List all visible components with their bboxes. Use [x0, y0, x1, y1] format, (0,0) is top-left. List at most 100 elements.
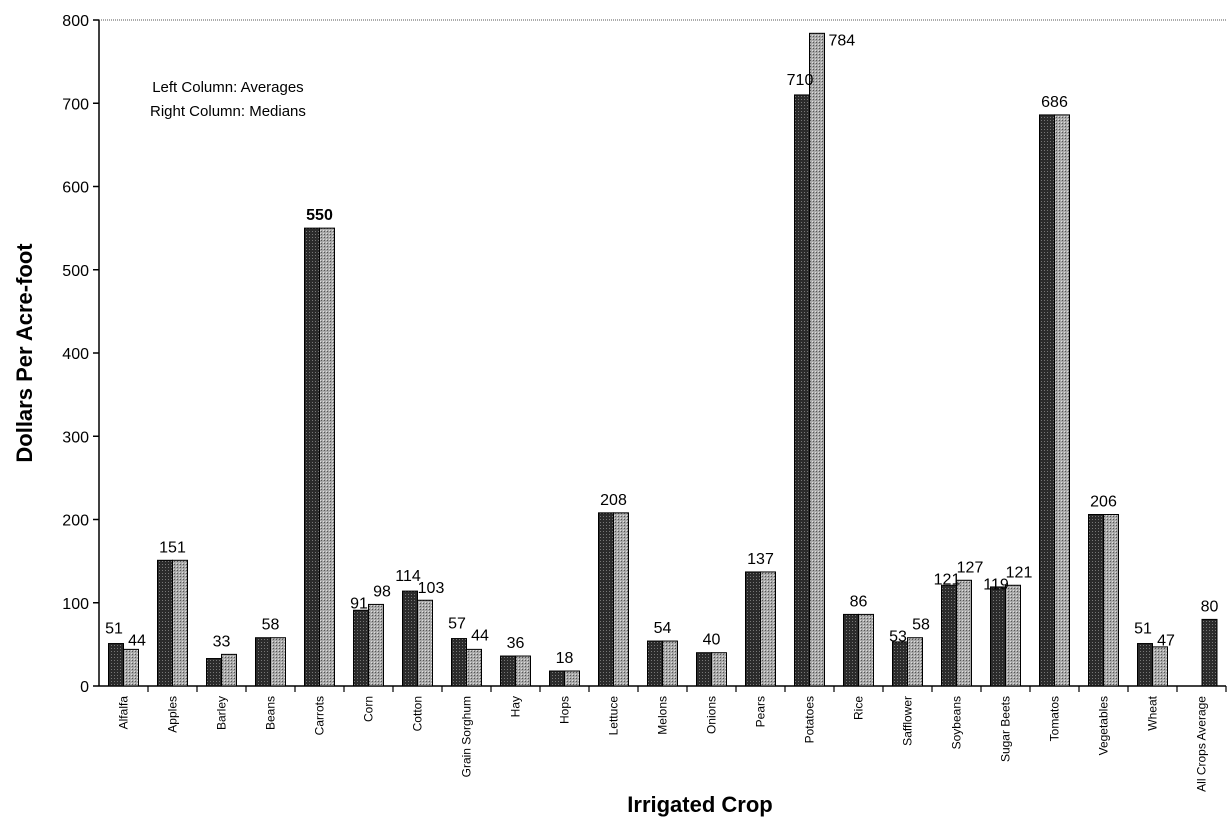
bar-median [809, 32, 825, 687]
data-label: 550 [306, 207, 333, 224]
category-label: Pears [754, 696, 768, 727]
category-label: Hops [558, 696, 572, 724]
category-label: Alfalfa [117, 696, 131, 730]
bar-median [123, 648, 139, 687]
data-label-median: 121 [1006, 564, 1033, 581]
data-label: 86 [850, 593, 868, 610]
data-label-median: 127 [957, 559, 984, 576]
bar-average [696, 652, 712, 687]
data-label-median: 784 [829, 32, 856, 49]
y-tick-label: 700 [62, 96, 89, 113]
category-label: Cotton [411, 696, 425, 731]
data-label: 40 [703, 632, 721, 649]
data-label: 54 [654, 620, 672, 637]
bar-average [157, 559, 173, 687]
y-tick-label: 500 [62, 263, 89, 280]
bar-median [319, 227, 335, 687]
bar-average [647, 640, 663, 687]
y-tick-label: 0 [80, 679, 89, 696]
bar-median [1103, 514, 1119, 687]
legend-annotation: Left Column: Averages Right Column: Medi… [150, 76, 306, 124]
bar-median [368, 603, 384, 687]
bar-median [417, 599, 433, 687]
data-label-average: 710 [787, 72, 814, 89]
data-label-average: 121 [934, 571, 961, 588]
bar-average [745, 571, 761, 687]
bar-median [662, 640, 678, 687]
category-label: Vegetables [1097, 696, 1111, 755]
legend-line-averages: Left Column: Averages [152, 79, 304, 96]
bar-average [549, 670, 565, 687]
bar-median [564, 670, 580, 687]
category-label: Grain Sorghum [460, 696, 474, 777]
bar-median [907, 637, 923, 687]
bar-average [794, 94, 810, 687]
bar-average [1088, 514, 1104, 687]
data-label-median: 44 [128, 633, 146, 650]
category-label: All Crops Average [1195, 696, 1209, 792]
bar-average [304, 227, 320, 687]
bar-median [956, 579, 972, 687]
category-label: Lettuce [607, 696, 621, 736]
bars-layer [108, 32, 1218, 687]
bar-average [451, 638, 467, 687]
category-label: Rice [852, 696, 866, 720]
y-tick-label: 100 [62, 596, 89, 613]
x-axis-title: Irrigated Crop [627, 792, 772, 817]
category-label: Wheat [1146, 695, 1160, 730]
bar-median [172, 559, 188, 687]
data-label-median: 58 [912, 617, 930, 634]
category-label: Apples [166, 696, 180, 733]
data-label-median: 47 [1157, 633, 1175, 650]
bar-average [1137, 643, 1153, 687]
bar-average [843, 613, 859, 687]
bar-average [892, 641, 908, 687]
category-label: Melons [656, 696, 670, 735]
bar-average [598, 512, 614, 687]
bar-median [613, 512, 629, 687]
bar-average [1201, 618, 1218, 687]
bar-median [711, 652, 727, 687]
data-label-average: 57 [448, 616, 466, 633]
data-label-average: 91 [350, 595, 368, 612]
category-label: Sugar Beets [999, 696, 1013, 762]
data-label: 80 [1201, 598, 1219, 615]
bar-average [941, 584, 957, 687]
legend-line-medians: Right Column: Medians [150, 103, 306, 120]
data-label: 33 [213, 633, 231, 650]
bar-median [270, 637, 286, 687]
category-label: Hay [509, 696, 523, 717]
bar-average [255, 637, 271, 687]
data-label-average: 53 [889, 629, 907, 646]
y-tick-label: 600 [62, 180, 89, 197]
data-label: 206 [1090, 494, 1117, 511]
category-label: Beans [264, 696, 278, 730]
axes-layer: 0 100 200 300 400 500 600 700 800 [62, 13, 1227, 696]
bar-average [1039, 114, 1055, 687]
category-label: Corn [362, 696, 376, 722]
y-tick-label: 800 [62, 13, 89, 30]
data-label: 36 [507, 635, 525, 652]
category-label: Soybeans [950, 696, 964, 749]
bar-median [760, 571, 776, 687]
data-label: 58 [262, 617, 280, 634]
y-tick-label: 300 [62, 429, 89, 446]
category-labels-layer: Alfalfa Apples Barley Beans Carrots Corn Cotto… [117, 695, 1209, 792]
data-label-average: 119 [983, 576, 1009, 593]
category-label: Tomatos [1048, 696, 1062, 741]
bar-median [466, 648, 482, 687]
data-label: 208 [600, 492, 627, 509]
bar-median [1054, 114, 1070, 687]
category-label: Safflower [901, 696, 915, 746]
data-label: 686 [1041, 94, 1068, 111]
data-label-average: 51 [105, 621, 123, 638]
category-label: Carrots [313, 696, 327, 735]
bar-average [206, 658, 222, 687]
bar-average [108, 643, 124, 687]
y-axis-title: Dollars Per Acre-foot [12, 243, 37, 463]
data-label: 137 [747, 551, 774, 568]
bar-average [990, 586, 1006, 687]
bar-average [353, 609, 369, 687]
data-label-median: 44 [471, 628, 489, 645]
